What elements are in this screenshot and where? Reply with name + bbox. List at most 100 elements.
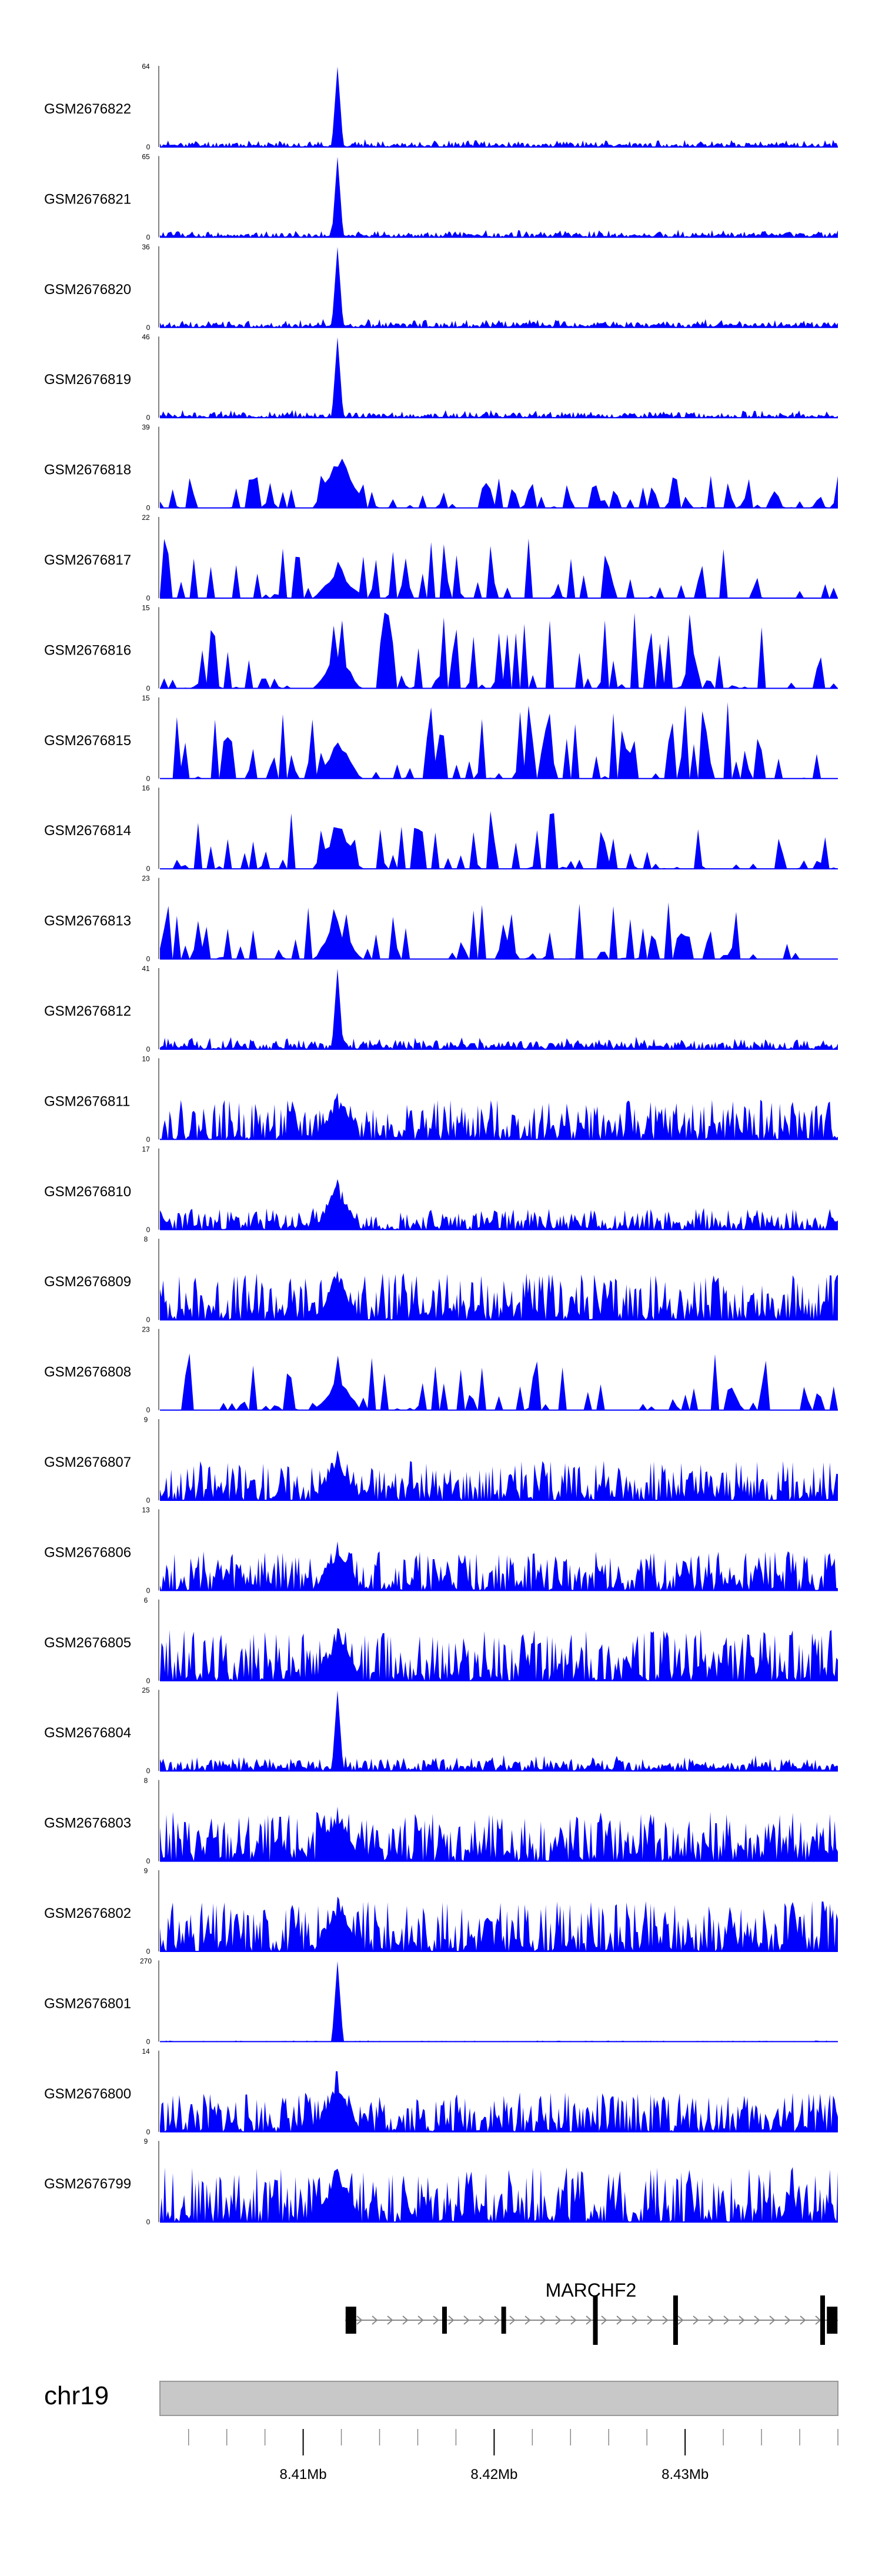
track-label: GSM2676819 — [44, 372, 131, 388]
strand-arrow — [463, 2315, 470, 2325]
track-label: GSM2676807 — [44, 1454, 131, 1470]
exon — [827, 2307, 838, 2334]
track-label: GSM2676813 — [44, 913, 131, 929]
track-label: GSM2676821 — [44, 191, 131, 207]
y-min-label: 0 — [146, 1767, 151, 1775]
y-max-label: 23 — [142, 875, 150, 883]
signal-area — [160, 1896, 838, 1951]
track-label: GSM2676810 — [44, 1184, 131, 1200]
y-max-label: 64 — [142, 62, 150, 71]
strand-arrow — [616, 2315, 623, 2325]
y-max-label: 16 — [142, 784, 150, 792]
y-min-label: 0 — [146, 1316, 151, 1324]
track-GSM2676817: GSM2676817 22 0 — [44, 513, 838, 602]
strand-arrow — [387, 2315, 393, 2325]
track-label: GSM2676822 — [44, 101, 131, 117]
track-label: GSM2676800 — [44, 2086, 131, 2102]
track-GSM2676799: GSM2676799 9 0 — [44, 2137, 838, 2226]
strand-arrow — [524, 2315, 531, 2325]
signal-area — [160, 969, 838, 1049]
signal-area — [160, 811, 838, 869]
y-min-label: 0 — [146, 1135, 151, 1143]
exon — [673, 2295, 678, 2345]
y-min-label: 0 — [146, 2037, 151, 2046]
strand-arrow — [586, 2315, 592, 2325]
signal-tracks: GSM2676822640GSM2676821650GSM2676820360G… — [44, 62, 838, 2226]
exon — [593, 2295, 598, 2345]
y-max-label: 9 — [144, 2137, 148, 2145]
track-GSM2676813: GSM2676813 23 0 — [44, 875, 838, 963]
track-label: GSM2676809 — [44, 1274, 131, 1290]
signal-area — [160, 1353, 838, 1410]
y-min-label: 0 — [146, 1947, 151, 1956]
strand-arrow — [769, 2315, 776, 2325]
track-GSM2676812: GSM2676812 41 0 — [44, 965, 838, 1053]
track-GSM2676820: GSM2676820 36 0 — [44, 243, 838, 332]
signal-area — [160, 1806, 838, 1861]
signal-area — [160, 66, 838, 147]
track-label: GSM2676808 — [44, 1364, 131, 1380]
track-label: GSM2676803 — [44, 1816, 131, 1831]
signal-area — [160, 246, 838, 328]
y-min-label: 0 — [146, 413, 151, 422]
track-label: GSM2676801 — [44, 1996, 131, 2011]
strand-arrow — [402, 2315, 409, 2325]
strand-arrow — [800, 2315, 806, 2325]
strand-arrow — [723, 2315, 730, 2325]
y-max-label: 6 — [144, 1596, 148, 1604]
track-GSM2676821: GSM2676821 65 0 — [44, 152, 838, 241]
y-max-label: 270 — [140, 1957, 152, 1965]
track-GSM2676814: GSM2676814 16 0 — [44, 784, 838, 873]
signal-area — [160, 1690, 838, 1771]
track-GSM2676802: GSM2676802 9 0 — [44, 1867, 838, 1956]
track-GSM2676805: GSM2676805 6 0 — [44, 1596, 838, 1685]
y-min-label: 0 — [146, 865, 151, 873]
y-min-label: 0 — [146, 1045, 151, 1053]
y-max-label: 22 — [142, 513, 150, 522]
signal-area — [160, 1092, 838, 1140]
track-GSM2676810: GSM2676810 17 0 — [44, 1145, 838, 1234]
y-max-label: 36 — [142, 243, 150, 251]
y-min-label: 0 — [146, 233, 151, 241]
signal-area — [160, 1627, 838, 1681]
track-label: GSM2676799 — [44, 2176, 131, 2192]
strand-arrow — [433, 2315, 439, 2325]
exon — [501, 2307, 506, 2334]
signal-area — [160, 702, 838, 779]
track-GSM2676809: GSM2676809 8 0 — [44, 1235, 838, 1324]
exon — [345, 2307, 356, 2334]
strand-arrow — [754, 2315, 760, 2325]
track-label: GSM2676817 — [44, 552, 131, 568]
signal-area — [160, 1961, 838, 2042]
y-max-label: 23 — [142, 1326, 150, 1334]
y-max-label: 39 — [142, 423, 150, 432]
strand-arrow — [677, 2315, 684, 2325]
exon — [820, 2295, 826, 2345]
track-label: GSM2676816 — [44, 642, 131, 658]
signal-area — [160, 612, 838, 689]
signal-area — [160, 2071, 838, 2132]
major-tick-label: 8.42Mb — [470, 2467, 517, 2482]
y-min-label: 0 — [146, 1857, 151, 1866]
track-label: GSM2676804 — [44, 1725, 131, 1741]
y-max-label: 25 — [142, 1686, 150, 1694]
strand-arrow — [570, 2315, 577, 2325]
gene-model — [345, 2295, 838, 2345]
strand-arrow — [448, 2315, 455, 2325]
signal-area — [160, 156, 838, 238]
y-min-label: 0 — [146, 1496, 151, 1504]
y-max-label: 17 — [142, 1145, 150, 1153]
y-max-label: 15 — [142, 694, 150, 702]
signal-area — [160, 458, 838, 508]
track-label: GSM2676811 — [44, 1093, 130, 1109]
exon — [442, 2307, 447, 2334]
y-max-label: 14 — [142, 2047, 150, 2056]
track-GSM2676800: GSM2676800 14 0 — [44, 2047, 838, 2136]
strand-arrow — [708, 2315, 714, 2325]
y-max-label: 10 — [142, 1055, 150, 1063]
y-max-label: 13 — [142, 1506, 150, 1514]
y-max-label: 65 — [142, 152, 150, 161]
y-min-label: 0 — [146, 684, 151, 692]
strand-arrow — [693, 2315, 699, 2325]
y-max-label: 8 — [144, 1777, 148, 1785]
